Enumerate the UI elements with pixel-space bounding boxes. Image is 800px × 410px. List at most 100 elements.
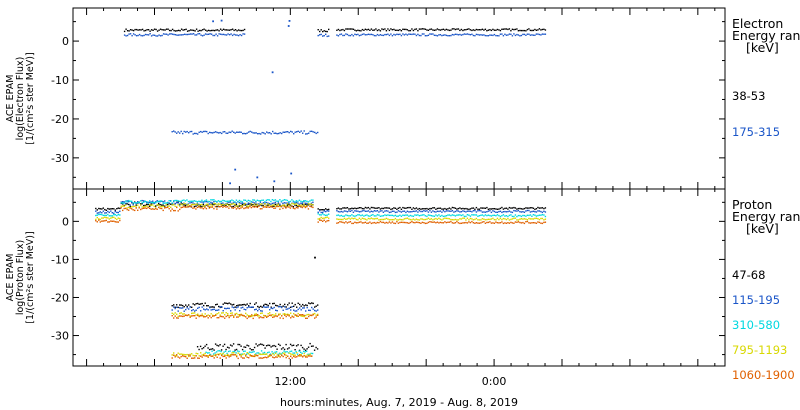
data-point	[220, 204, 223, 206]
data-point	[196, 204, 199, 206]
data-point	[477, 219, 479, 221]
data-point	[249, 347, 251, 350]
data-point	[309, 353, 311, 355]
data-point	[420, 210, 422, 213]
data-point	[190, 203, 193, 206]
data-point	[177, 306, 179, 309]
data-point	[531, 215, 533, 217]
data-point	[159, 28, 162, 30]
data-point	[302, 350, 305, 353]
data-point	[349, 210, 352, 212]
data-point	[484, 219, 487, 221]
data-point	[484, 214, 487, 216]
data-point	[306, 204, 308, 206]
data-point	[360, 207, 362, 209]
data-point	[326, 214, 328, 216]
data-point	[375, 28, 377, 30]
data-point	[391, 35, 394, 37]
data-point	[442, 34, 445, 36]
data-point	[246, 314, 248, 316]
data-point	[135, 207, 137, 209]
data-point	[189, 306, 191, 308]
data-point	[229, 182, 231, 185]
x-tick-label: 12:00	[274, 375, 306, 388]
data-point	[258, 205, 260, 207]
data-point	[511, 218, 514, 220]
data-point	[349, 218, 352, 220]
data-point	[325, 33, 327, 35]
data-point	[297, 204, 299, 207]
data-point	[104, 208, 106, 211]
data-point	[201, 201, 203, 203]
data-point	[408, 218, 410, 220]
data-point	[149, 205, 151, 207]
data-point	[206, 315, 208, 317]
data-point	[471, 207, 473, 209]
data-point	[286, 204, 289, 206]
data-point	[223, 205, 226, 207]
data-point	[271, 202, 274, 205]
data-point	[119, 214, 121, 216]
data-point	[490, 222, 493, 224]
data-point	[277, 205, 280, 208]
data-point	[273, 180, 276, 183]
data-point	[236, 34, 238, 36]
data-point	[102, 207, 104, 209]
data-point	[315, 314, 317, 316]
data-point	[351, 209, 353, 212]
data-point	[375, 217, 377, 220]
data-point	[528, 207, 530, 209]
data-point	[282, 309, 284, 311]
data-point	[222, 206, 224, 208]
data-point	[252, 317, 254, 320]
data-point	[514, 207, 517, 209]
data-point	[364, 28, 367, 30]
data-point	[390, 222, 392, 224]
data-point	[309, 203, 311, 205]
data-point	[514, 217, 517, 219]
data-point	[388, 29, 391, 32]
data-point	[227, 350, 230, 353]
data-point	[326, 220, 328, 222]
data-point	[317, 221, 319, 223]
data-point	[243, 315, 245, 317]
data-point	[218, 354, 220, 356]
data-point	[235, 203, 238, 206]
data-point	[98, 218, 100, 220]
data-point	[514, 210, 517, 212]
data-point	[272, 130, 274, 133]
data-point	[268, 199, 271, 201]
data-point	[358, 34, 361, 37]
data-point	[463, 29, 466, 31]
data-point	[484, 211, 487, 213]
data-point	[150, 208, 152, 210]
data-point	[451, 214, 454, 216]
data-point	[199, 345, 202, 348]
data-point	[460, 218, 463, 220]
data-point	[226, 352, 228, 355]
data-point	[430, 207, 433, 210]
data-point	[288, 131, 290, 134]
data-point	[224, 302, 226, 304]
data-point	[526, 214, 529, 216]
data-point	[125, 204, 127, 206]
data-point	[430, 28, 433, 30]
legend-title: Energy ran	[732, 209, 800, 224]
data-point	[423, 33, 425, 35]
data-point	[457, 219, 460, 221]
data-point	[212, 306, 214, 308]
data-point	[222, 303, 224, 305]
data-point	[354, 207, 356, 209]
data-point	[483, 218, 485, 220]
data-point	[360, 214, 362, 217]
data-point	[469, 217, 472, 220]
data-point	[245, 312, 247, 315]
data-point	[396, 221, 398, 223]
data-point	[207, 33, 210, 35]
data-point	[266, 131, 268, 133]
data-point	[439, 210, 442, 212]
data-point	[158, 204, 160, 206]
data-point	[323, 210, 325, 212]
y-tick-label: -30	[51, 152, 69, 165]
data-point	[525, 215, 527, 217]
